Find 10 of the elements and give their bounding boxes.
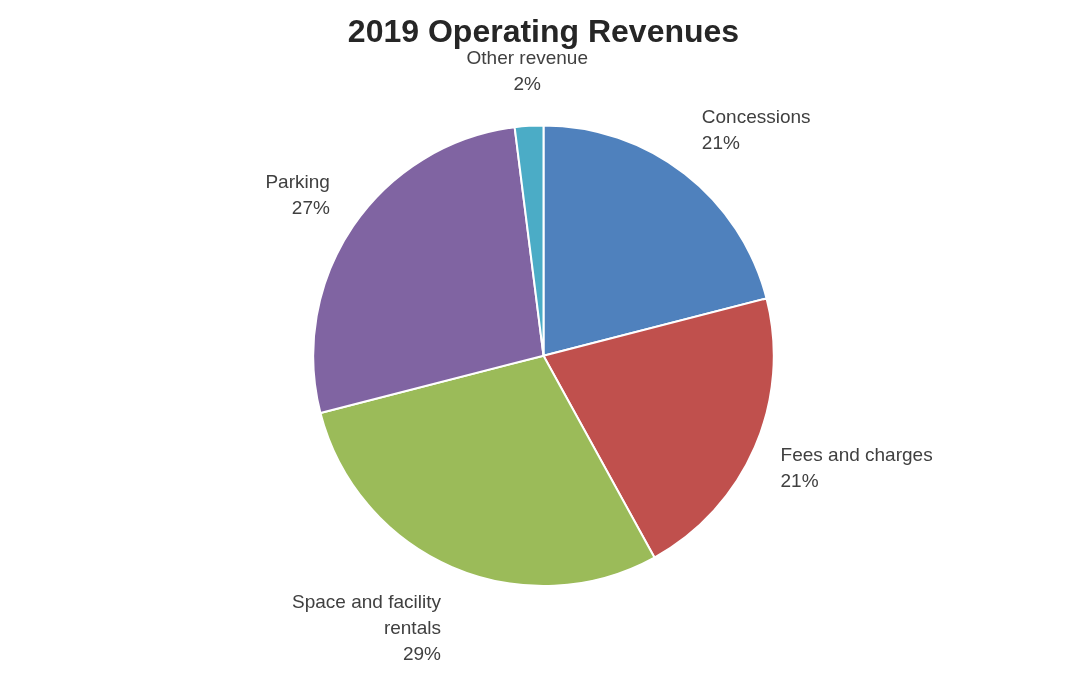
slice-label: Fees and charges — [780, 443, 933, 465]
data-label: 21% — [701, 132, 740, 154]
slice-label: Concessions — [701, 106, 811, 128]
data-label: 27% — [291, 197, 330, 219]
data-label: 21% — [780, 469, 819, 491]
data-label: 2% — [513, 73, 542, 95]
slice-label: Parking — [265, 171, 330, 193]
data-label: 29% — [402, 642, 442, 664]
slice-label: Space and facility rentals — [291, 590, 442, 638]
chart-title: 2019 Operating Revenues — [347, 13, 740, 50]
